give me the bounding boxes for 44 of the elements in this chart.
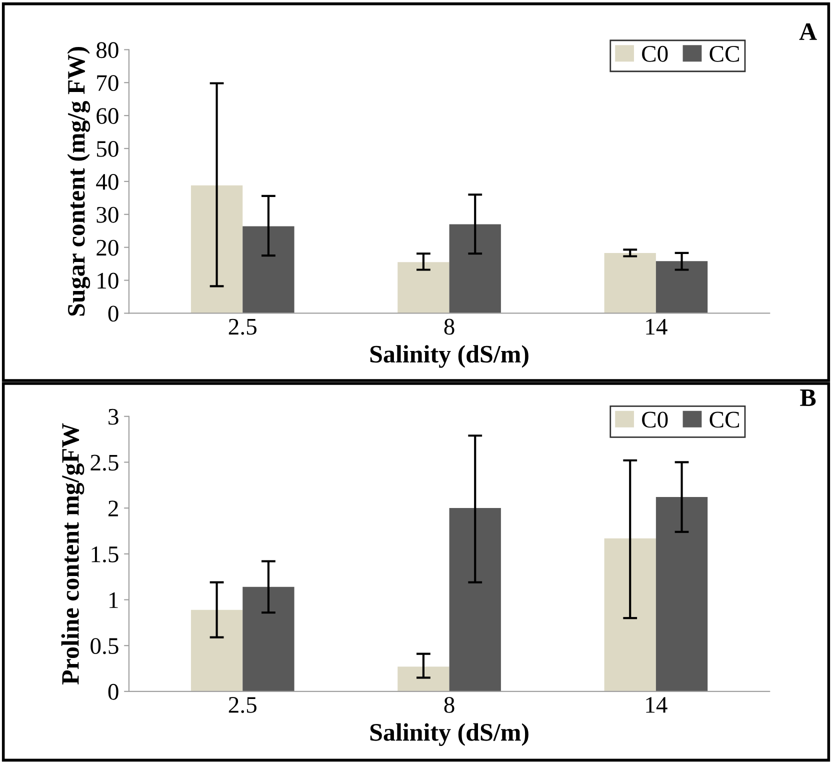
- x-axis-title: Salinity (dS/m): [370, 345, 528, 368]
- x-tick-label: 8: [444, 696, 454, 713]
- x-tick-label: 8: [444, 318, 454, 335]
- x-tick-label: 14: [646, 697, 668, 713]
- y-tick-label: 1: [110, 592, 118, 608]
- y-tick-label: 1.5: [92, 546, 118, 562]
- text: B: [800, 390, 816, 406]
- y-tick-label: 30: [96, 206, 118, 223]
- text: A: [799, 23, 817, 40]
- y-tick-label: 0: [108, 306, 118, 322]
- x-tick-label: 14: [646, 318, 668, 334]
- bar: [190, 610, 243, 692]
- legend-label: C0: [642, 412, 668, 428]
- y-tick-label: 0.5: [90, 638, 118, 654]
- y-tick-label: 3: [108, 408, 118, 425]
- legend-label: CC: [710, 46, 739, 62]
- y-tick-label: 0: [108, 684, 118, 700]
- y-tick-label: 10: [98, 272, 118, 289]
- x-axis-title: Salinity (dS/m): [370, 723, 528, 746]
- legend-label: CC: [710, 412, 739, 428]
- bar: [449, 224, 501, 314]
- bar: [449, 508, 501, 692]
- bar: [604, 252, 656, 314]
- y-tick-label: 2.5: [90, 454, 118, 471]
- bar: [604, 538, 656, 692]
- y-tick-label: 70: [97, 75, 118, 92]
- bar: [656, 261, 708, 314]
- bar: [242, 226, 294, 314]
- x-tick-label: 2.5: [228, 697, 256, 713]
- bar: [190, 185, 243, 314]
- y-tick-label: 80: [96, 42, 118, 58]
- y-tick-label: 20: [96, 240, 118, 256]
- y-axis-title: Sugar content (mg/g FW): [67, 47, 90, 316]
- bar: [398, 666, 450, 692]
- y-tick-label: 40: [96, 174, 118, 190]
- x-tick-label: 2.5: [228, 318, 256, 335]
- y-tick-label: 50: [97, 140, 118, 157]
- y-axis-title: Proline content mg/gFW: [61, 423, 84, 684]
- legend-label: C0: [642, 46, 668, 62]
- bar: [656, 497, 708, 692]
- y-tick-label: 2: [108, 500, 118, 516]
- bar: [242, 586, 294, 692]
- bar: [398, 262, 450, 314]
- y-tick-label: 60: [96, 108, 118, 124]
